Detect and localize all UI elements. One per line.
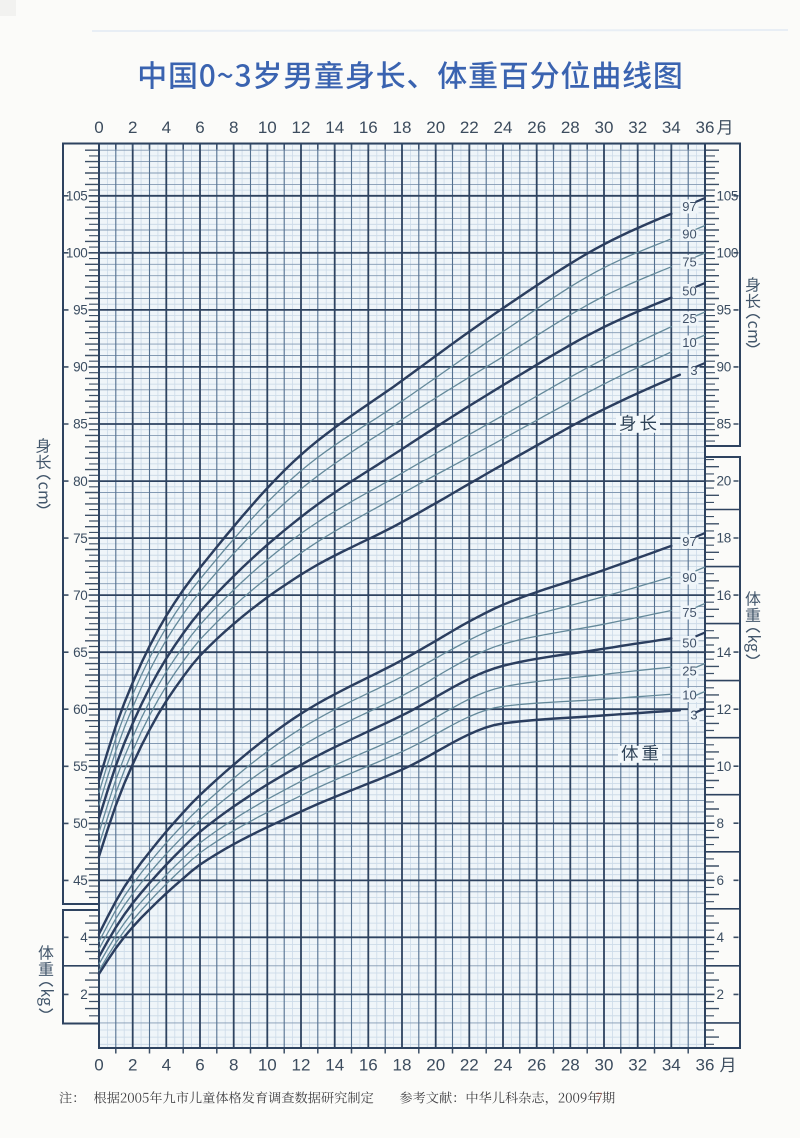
svg-text:4: 4 — [80, 930, 88, 945]
svg-text:30: 30 — [595, 1056, 614, 1075]
svg-text:85: 85 — [717, 417, 731, 432]
svg-text:8: 8 — [229, 1056, 238, 1075]
svg-text:16: 16 — [359, 1056, 378, 1075]
svg-text:25: 25 — [682, 664, 696, 679]
svg-text:30: 30 — [595, 118, 614, 137]
svg-text:12: 12 — [717, 702, 731, 717]
svg-text:10: 10 — [682, 688, 696, 703]
svg-text:26: 26 — [527, 1056, 546, 1075]
svg-text:14: 14 — [325, 1056, 344, 1075]
svg-text:95: 95 — [73, 303, 87, 318]
svg-text:36: 36 — [696, 1056, 715, 1075]
svg-text:90: 90 — [682, 227, 696, 242]
svg-text:4: 4 — [162, 118, 171, 137]
svg-text:3: 3 — [690, 363, 697, 378]
svg-text:10: 10 — [258, 118, 277, 137]
svg-text:100: 100 — [66, 246, 88, 261]
svg-text:70: 70 — [73, 588, 87, 603]
svg-text:60: 60 — [73, 702, 87, 717]
svg-text:97: 97 — [682, 534, 696, 549]
svg-text:34: 34 — [662, 1056, 681, 1075]
svg-text:75: 75 — [682, 255, 696, 270]
svg-text:10: 10 — [717, 759, 731, 774]
svg-text:22: 22 — [460, 118, 479, 137]
svg-text:16: 16 — [359, 118, 378, 137]
svg-text:105: 105 — [717, 189, 739, 204]
svg-text:50: 50 — [682, 636, 696, 651]
svg-text:80: 80 — [73, 474, 87, 489]
svg-text:90: 90 — [73, 360, 87, 375]
svg-text:36: 36 — [696, 118, 715, 137]
svg-text:14: 14 — [325, 118, 344, 137]
svg-text:14: 14 — [717, 645, 732, 660]
svg-text:25: 25 — [682, 311, 696, 326]
svg-text:50: 50 — [682, 284, 696, 299]
svg-text:50: 50 — [73, 816, 87, 831]
svg-text:2: 2 — [80, 987, 87, 1002]
svg-text:45: 45 — [73, 873, 87, 888]
svg-text:32: 32 — [628, 1056, 647, 1075]
svg-text:0: 0 — [94, 1056, 103, 1075]
svg-text:8: 8 — [229, 118, 238, 137]
svg-text:2: 2 — [128, 118, 137, 137]
svg-text:85: 85 — [73, 417, 87, 432]
svg-text:90: 90 — [682, 570, 696, 585]
svg-text:100: 100 — [717, 246, 739, 261]
svg-text:18: 18 — [393, 118, 412, 137]
svg-text:24: 24 — [494, 118, 513, 137]
svg-text:55: 55 — [73, 759, 87, 774]
svg-text:105: 105 — [66, 189, 88, 204]
svg-text:6: 6 — [195, 118, 204, 137]
svg-text:12: 12 — [292, 118, 311, 137]
svg-text:97: 97 — [682, 199, 696, 214]
svg-text:26: 26 — [527, 118, 546, 137]
svg-text:18: 18 — [393, 1056, 412, 1075]
svg-text:3: 3 — [690, 708, 697, 723]
svg-text:90: 90 — [717, 360, 731, 375]
svg-text:28: 28 — [561, 118, 580, 137]
svg-text:12: 12 — [292, 1056, 311, 1075]
svg-text:16: 16 — [717, 588, 731, 603]
svg-text:20: 20 — [717, 474, 731, 489]
svg-text:10: 10 — [258, 1056, 277, 1075]
svg-text:10: 10 — [682, 335, 696, 350]
svg-text:4: 4 — [717, 930, 725, 945]
svg-text:2: 2 — [717, 987, 724, 1002]
svg-text:4: 4 — [162, 1056, 171, 1075]
svg-text:24: 24 — [494, 1056, 513, 1075]
svg-text:6: 6 — [195, 1056, 204, 1075]
svg-text:20: 20 — [426, 1056, 445, 1075]
svg-text:34: 34 — [662, 118, 681, 137]
svg-text:18: 18 — [717, 531, 731, 546]
svg-text:20: 20 — [426, 118, 445, 137]
svg-text:8: 8 — [717, 816, 724, 831]
svg-text:22: 22 — [460, 1056, 479, 1075]
svg-text:75: 75 — [73, 531, 87, 546]
svg-text:0: 0 — [94, 118, 103, 137]
svg-text:95: 95 — [717, 303, 731, 318]
svg-text:6: 6 — [717, 873, 724, 888]
svg-text:2: 2 — [128, 1056, 137, 1075]
svg-text:65: 65 — [73, 645, 87, 660]
svg-text:75: 75 — [682, 605, 696, 620]
svg-text:28: 28 — [561, 1056, 580, 1075]
svg-text:32: 32 — [628, 118, 647, 137]
